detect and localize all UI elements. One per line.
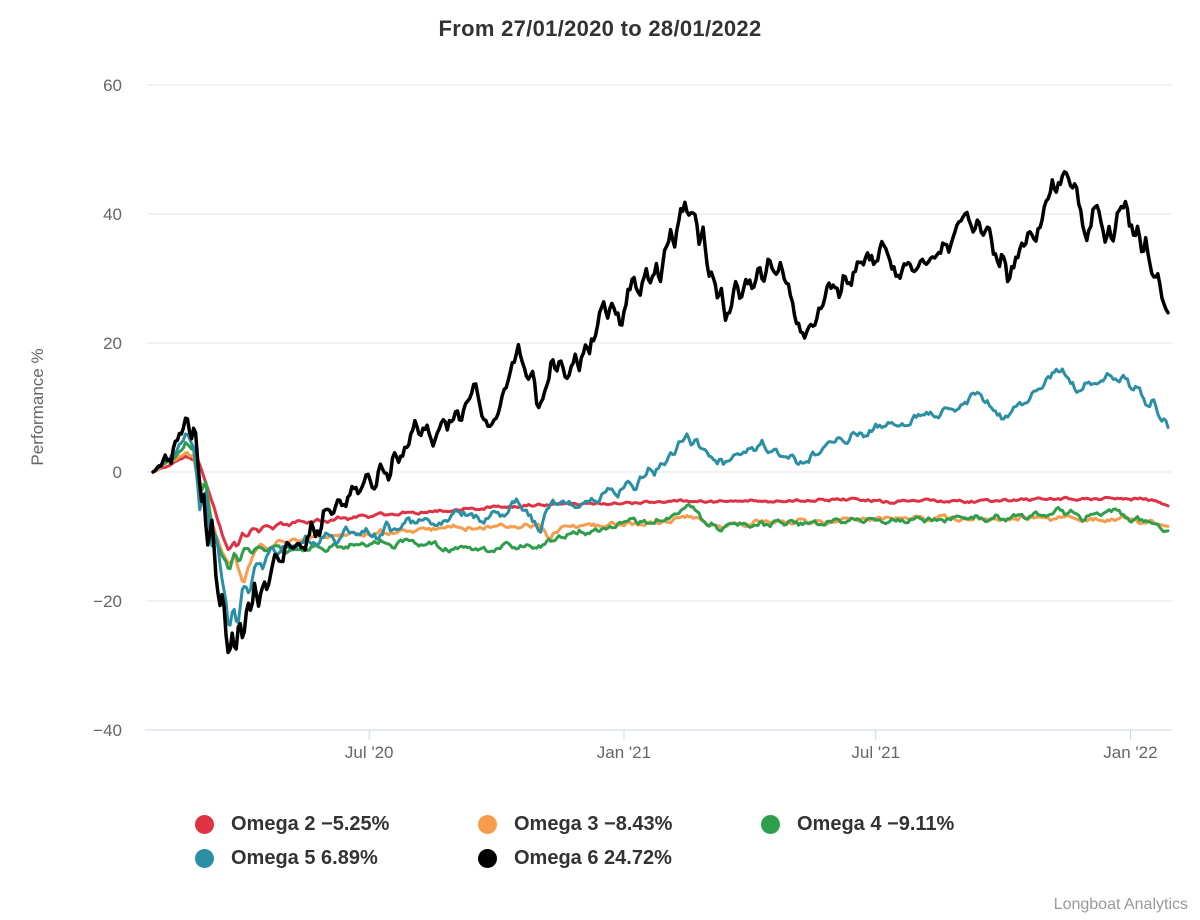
legend-item-omega-4[interactable]: Omega 4 −9.11% xyxy=(761,807,1044,841)
legend-item-omega-3[interactable]: Omega 3 −8.43% xyxy=(478,807,761,841)
series-line-omega-4 xyxy=(151,441,1170,571)
legend-marker-omega-6 xyxy=(478,848,497,868)
legend-item-omega-2[interactable]: Omega 2 −5.25% xyxy=(195,807,478,841)
legend-marker-omega-3 xyxy=(478,814,497,834)
y-axis-label: −40 xyxy=(93,721,122,740)
legend-label-omega-6: Omega 6 24.72% xyxy=(514,846,672,869)
credits-link[interactable]: Longboat Analytics xyxy=(1053,896,1188,913)
series-line-omega-5 xyxy=(151,367,1170,627)
legend-marker-omega-5 xyxy=(195,848,214,868)
legend-label-omega-4: Omega 4 −9.11% xyxy=(797,812,955,835)
y-axis-label: −20 xyxy=(93,592,122,611)
chart-title: From 27/01/2020 to 28/01/2022 xyxy=(438,16,762,41)
x-axis-label: Jan '22 xyxy=(1103,743,1157,762)
x-axis-label: Jul '20 xyxy=(345,743,394,762)
legend-marker-omega-4 xyxy=(761,814,780,834)
legend-label-omega-2: Omega 2 −5.25% xyxy=(231,812,390,835)
x-axis-label: Jul '21 xyxy=(851,743,900,762)
x-axis-label: Jan '21 xyxy=(597,743,651,762)
legend-marker-omega-2 xyxy=(195,814,214,834)
legend-item-omega-6[interactable]: Omega 6 24.72% xyxy=(478,841,761,875)
legend-label-omega-5: Omega 5 6.89% xyxy=(231,846,378,869)
legend-label-omega-3: Omega 3 −8.43% xyxy=(514,812,673,835)
y-axis-label: 0 xyxy=(113,463,122,482)
legend: Omega 2 −5.25% Omega 3 −8.43% Omega 4 −9.1… xyxy=(195,807,1055,875)
legend-item-omega-5[interactable]: Omega 5 6.89% xyxy=(195,841,478,875)
y-axis-label: 60 xyxy=(103,76,122,95)
y-axis-label: 20 xyxy=(103,334,122,353)
y-axis-label: 40 xyxy=(103,205,122,224)
series-line-omega-6 xyxy=(151,170,1170,655)
